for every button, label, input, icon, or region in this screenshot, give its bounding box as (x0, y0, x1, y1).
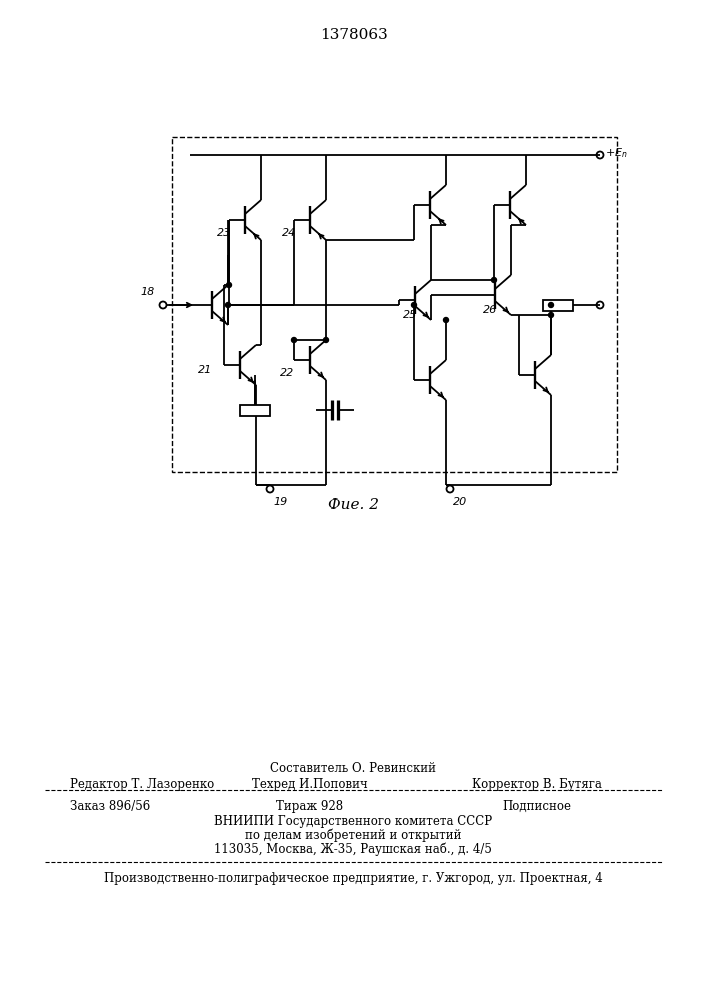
Text: +$E_n$: +$E_n$ (605, 146, 628, 160)
Text: 20: 20 (453, 497, 467, 507)
Text: по делам изобретений и открытий: по делам изобретений и открытий (245, 829, 461, 842)
Text: 23: 23 (217, 228, 231, 238)
Text: Фие. 2: Фие. 2 (328, 498, 379, 512)
Text: 22: 22 (280, 368, 294, 378)
Text: Редактор Т. Лазоренко: Редактор Т. Лазоренко (70, 778, 214, 791)
Text: 21: 21 (198, 365, 212, 375)
Text: 113035, Москва, Ж-35, Раушская наб., д. 4/5: 113035, Москва, Ж-35, Раушская наб., д. … (214, 843, 492, 856)
Circle shape (226, 302, 230, 308)
Text: 25: 25 (403, 310, 417, 320)
Circle shape (411, 302, 416, 308)
Text: 18: 18 (141, 287, 155, 297)
Circle shape (324, 338, 329, 342)
Circle shape (226, 282, 231, 288)
Bar (543, 300, 573, 310)
Text: Тираж 928: Тираж 928 (276, 800, 344, 813)
Text: Корректор В. Бутяга: Корректор В. Бутяга (472, 778, 602, 791)
Text: Производственно-полиграфическое предприятие, г. Ужгород, ул. Проектная, 4: Производственно-полиграфическое предприя… (104, 872, 602, 885)
Text: 24: 24 (282, 228, 296, 238)
Circle shape (443, 318, 448, 322)
Text: Техред И.Попович: Техред И.Попович (252, 778, 368, 791)
Text: Составитель О. Ревинский: Составитель О. Ревинский (270, 762, 436, 775)
Text: ВНИИПИ Государственного комитета СССР: ВНИИПИ Государственного комитета СССР (214, 815, 492, 828)
Circle shape (491, 277, 496, 282)
Circle shape (549, 312, 554, 318)
Bar (172, 137, 617, 472)
Text: 19: 19 (273, 497, 287, 507)
Text: 26: 26 (483, 305, 497, 315)
Text: Заказ 896/56: Заказ 896/56 (70, 800, 151, 813)
Text: 1378063: 1378063 (320, 28, 387, 42)
Circle shape (549, 302, 554, 308)
Text: Подписное: Подписное (503, 800, 571, 813)
Circle shape (291, 338, 296, 342)
Bar (240, 404, 270, 416)
